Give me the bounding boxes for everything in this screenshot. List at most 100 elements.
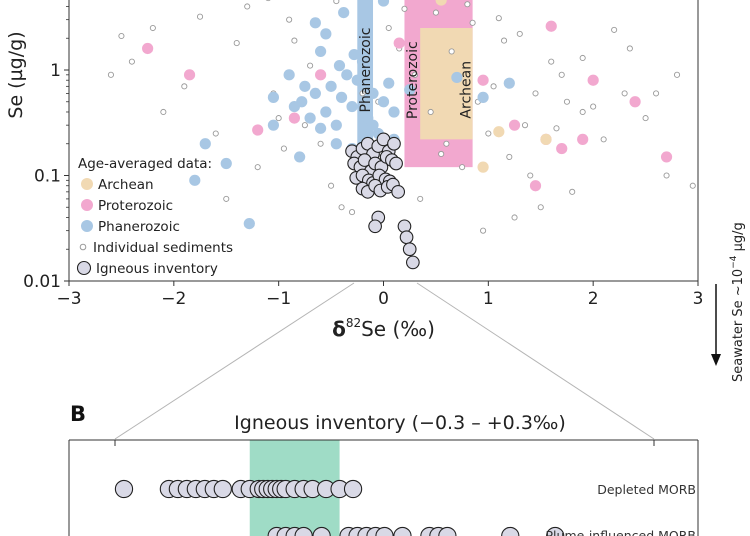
point-archean — [493, 126, 505, 138]
point-individual-sediments — [244, 3, 251, 10]
point-igneous-inventory — [368, 219, 382, 234]
x-ticks: −3 −2 −1 0 1 2 3 — [56, 281, 703, 309]
point-individual-sediments — [223, 195, 230, 202]
point-phanerozoic — [309, 17, 321, 29]
range-boxes — [357, 0, 473, 168]
point-individual-sediments — [464, 1, 471, 8]
point-individual-sediments — [569, 188, 576, 195]
point-phanerozoic — [348, 48, 360, 61]
point-individual-sediments — [385, 24, 392, 32]
point-individual-sediments — [521, 122, 529, 129]
range-label-phanerozoic: Phanerozoic — [358, 28, 374, 113]
point-phanerozoic — [320, 28, 332, 40]
row-label-depleted-morb: Depleted MORB — [597, 482, 696, 497]
point-phanerozoic — [330, 119, 342, 131]
panel-b: B Igneous inventory (−0.3 – +0.3‰) Deple… — [68, 402, 699, 536]
point-individual-sediments — [317, 140, 324, 147]
legend-title: Age-averaged data: — [78, 156, 212, 172]
point-depleted-morb — [213, 479, 232, 499]
x-axis-label-sup: 82 — [346, 316, 361, 330]
y-tick-label: 0.01 — [23, 272, 61, 292]
point-individual-sediments — [480, 227, 487, 234]
point-individual-sediments — [459, 164, 466, 171]
point-phanerozoic — [477, 91, 489, 103]
x-tick-label: 1 — [483, 289, 494, 309]
point-igneous-inventory — [406, 255, 420, 270]
point-individual-sediments — [265, 0, 271, 2]
point-phanerozoic — [299, 80, 311, 92]
point-individual-sediments — [181, 83, 188, 90]
point-individual-sediments — [579, 54, 586, 62]
point-individual-sediments — [663, 172, 670, 179]
point-individual-sediments — [432, 9, 439, 16]
seawater-annotation: Seawater Se ~10−4 µg/g — [711, 222, 746, 382]
point-individual-sediments — [328, 182, 335, 189]
y-tick-label: 1 — [50, 61, 61, 81]
point-individual-sediments — [469, 19, 476, 26]
range-label-proterozoic: Proterozoic — [405, 41, 421, 119]
point-individual-sediments — [626, 45, 633, 52]
seawater-label: Seawater Se ~10−4 µg/g — [729, 222, 746, 382]
point-proterozoic — [315, 69, 327, 81]
point-archean — [477, 161, 489, 173]
point-phanerozoic — [243, 218, 255, 230]
point-phanerozoic — [330, 138, 342, 150]
point-individual-sediments — [590, 103, 597, 110]
point-proterozoic — [508, 119, 521, 131]
point-individual-sediments — [307, 62, 314, 69]
point-phanerozoic — [315, 122, 327, 134]
point-phanerozoic — [451, 71, 463, 84]
point-individual-sediments — [280, 145, 287, 152]
x-tick-label: 0 — [378, 289, 389, 309]
point-individual-sediments — [333, 0, 340, 5]
legend: Age-averaged data: Archean Proterozoic P… — [76, 156, 233, 277]
point-proterozoic — [660, 151, 673, 163]
x-tick-label: 3 — [693, 289, 704, 309]
point-igneous-inventory — [402, 242, 417, 257]
point-phanerozoic — [338, 7, 350, 19]
point-phanerozoic — [333, 60, 346, 72]
point-phanerozoic — [383, 77, 395, 89]
point-phanerozoic — [377, 0, 390, 7]
legend-proterozoic-swatch — [81, 199, 93, 211]
point-individual-sediments — [359, 90, 366, 97]
point-individual-sediments — [128, 58, 135, 65]
seawater-label-sup: −4 — [729, 255, 739, 269]
point-plume-influenced-morb — [375, 526, 394, 536]
point-phanerozoic — [367, 119, 379, 131]
point-depleted-morb — [343, 479, 363, 499]
point-plume-influenced-morb — [501, 526, 520, 536]
point-igneous-inventory — [387, 136, 401, 151]
zoom-line-right — [416, 282, 655, 440]
point-depleted-morb — [114, 479, 134, 499]
point-individual-sediments — [401, 5, 408, 12]
x-tick-label: 2 — [588, 289, 599, 309]
x-tick-label: −2 — [161, 289, 186, 309]
point-individual-sediments — [275, 115, 282, 122]
point-phanerozoic — [294, 151, 306, 163]
legend-igneous-label: Igneous inventory — [96, 261, 218, 277]
point-plume-influenced-morb — [546, 526, 565, 536]
point-individual-sediments — [485, 130, 492, 137]
point-individual-sediments — [537, 204, 544, 211]
point-individual-sediments — [286, 16, 293, 23]
point-phanerozoic — [189, 174, 201, 186]
point-individual-sediments — [291, 37, 298, 44]
point-individual-sediments — [689, 182, 696, 189]
panel-b-points — [114, 479, 565, 536]
point-individual-sediments — [490, 83, 497, 90]
point-individual-sediments — [558, 71, 565, 78]
point-proterozoic — [183, 69, 196, 81]
point-individual-sediments — [160, 108, 167, 116]
x-axis-label-suffix: Se (‰) — [361, 317, 435, 341]
point-proterozoic — [587, 74, 599, 86]
point-phanerozoic — [325, 80, 337, 92]
point-proterozoic — [288, 112, 300, 124]
point-individual-sediments — [254, 164, 261, 171]
point-plume-influenced-morb — [294, 526, 313, 536]
point-phanerozoic — [304, 112, 316, 124]
point-individual-sediments — [338, 204, 345, 211]
point-phanerozoic — [315, 45, 327, 58]
point-individual-sediments — [511, 214, 518, 221]
